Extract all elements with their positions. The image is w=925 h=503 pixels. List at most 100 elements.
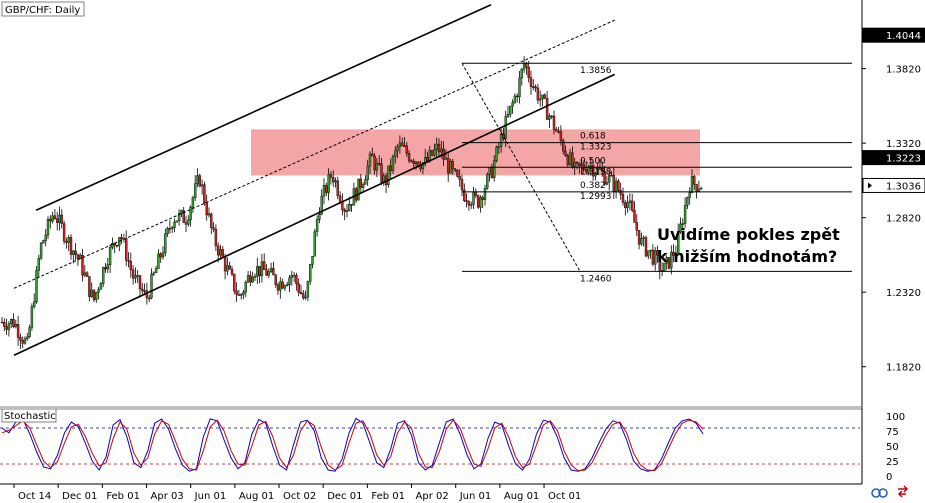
candle-body xyxy=(430,150,434,156)
fibonacci-ratio-label: 0.382 xyxy=(580,181,606,191)
candle-body xyxy=(161,252,165,258)
candle-body xyxy=(608,175,611,183)
candle-body xyxy=(529,77,533,87)
candle-body xyxy=(3,321,6,327)
candle-body xyxy=(76,254,80,259)
candle-body xyxy=(566,155,569,165)
candle-body xyxy=(44,234,47,241)
candle-body xyxy=(276,284,280,291)
candle-body xyxy=(667,257,671,269)
candle-body xyxy=(187,219,190,225)
candle-body xyxy=(115,245,119,247)
candle-body xyxy=(182,210,185,223)
fibonacci-price-label: 1.3323 xyxy=(580,143,612,153)
candle-body xyxy=(65,240,68,243)
candle-body xyxy=(127,260,130,262)
candle-body xyxy=(244,282,248,293)
candle-body xyxy=(214,229,218,247)
candle-body xyxy=(557,130,560,133)
candle-body xyxy=(511,102,514,107)
candle-body xyxy=(389,165,392,171)
candle-body xyxy=(19,337,22,341)
corner-icons[interactable] xyxy=(871,485,909,498)
candle-body xyxy=(412,160,415,164)
candle-body xyxy=(499,134,503,147)
candle-body xyxy=(306,281,310,298)
candle-body xyxy=(571,152,574,167)
annotation-line-2: k nižším hodnotám? xyxy=(657,247,837,266)
candle-body xyxy=(617,180,620,191)
candle-body xyxy=(256,266,259,277)
candle-body xyxy=(304,296,307,299)
candle-body xyxy=(631,200,634,211)
candle-body xyxy=(85,272,89,277)
candle-body xyxy=(681,223,684,225)
candle-body xyxy=(141,288,144,291)
candle-body xyxy=(527,67,530,78)
candle-body xyxy=(364,179,367,185)
candle-body xyxy=(46,218,50,236)
candle-body xyxy=(175,220,179,223)
candle-body xyxy=(143,290,146,292)
candle-body xyxy=(647,250,650,257)
candle-body xyxy=(191,197,195,208)
candle-body xyxy=(12,319,15,327)
candle-body xyxy=(265,269,268,276)
candle-body xyxy=(405,145,408,154)
exit-icon[interactable] xyxy=(897,485,909,498)
current-price-label: 1.4044 xyxy=(886,31,921,42)
candle-body xyxy=(198,175,202,187)
candle-body xyxy=(138,275,142,290)
candle-body xyxy=(637,230,641,245)
candle-body xyxy=(207,213,211,216)
candle-body xyxy=(318,214,321,220)
candle-body xyxy=(78,255,82,259)
candle-body xyxy=(481,197,484,200)
candle-body xyxy=(154,268,158,274)
time-tick-label: Oct 02 xyxy=(283,491,316,502)
candle-body xyxy=(656,250,659,256)
candle-body xyxy=(670,251,673,269)
candle-body xyxy=(9,319,13,324)
candle-body xyxy=(591,165,595,177)
current-price-label: 1.3036 xyxy=(886,181,921,192)
candle-body xyxy=(134,275,137,279)
candle-body xyxy=(658,255,661,271)
candle-body xyxy=(612,174,615,192)
candle-body xyxy=(286,284,289,286)
candle-body xyxy=(166,227,169,234)
candle-body xyxy=(525,63,528,68)
candle-body xyxy=(219,249,222,256)
candle-body xyxy=(451,161,454,170)
candle-body xyxy=(228,265,231,270)
candle-body xyxy=(288,277,291,285)
link-icon[interactable] xyxy=(871,488,881,498)
candle-body xyxy=(200,184,204,187)
candle-body xyxy=(435,143,438,150)
candle-body xyxy=(159,253,162,258)
candle-body xyxy=(373,155,376,171)
time-tick-label: Dec 01 xyxy=(62,491,97,502)
candle-body xyxy=(375,163,379,171)
candle-body xyxy=(74,250,77,255)
stochastic-tick-label: 25 xyxy=(886,457,899,468)
candle-body xyxy=(539,98,542,101)
candle-body xyxy=(633,209,636,223)
candle-body xyxy=(603,171,606,185)
candle-body xyxy=(184,222,188,225)
candle-body xyxy=(520,68,523,79)
candle-body xyxy=(357,178,360,201)
candle-body xyxy=(458,176,461,180)
candle-body xyxy=(437,143,441,153)
candle-body xyxy=(575,161,579,164)
candle-body xyxy=(226,265,229,272)
candle-body xyxy=(283,285,287,289)
candle-body xyxy=(677,231,680,254)
candle-body xyxy=(88,276,91,297)
candle-body xyxy=(272,267,275,276)
candle-body xyxy=(170,227,174,229)
candle-body xyxy=(242,291,245,295)
price-tick-label: 1.2820 xyxy=(886,214,921,225)
